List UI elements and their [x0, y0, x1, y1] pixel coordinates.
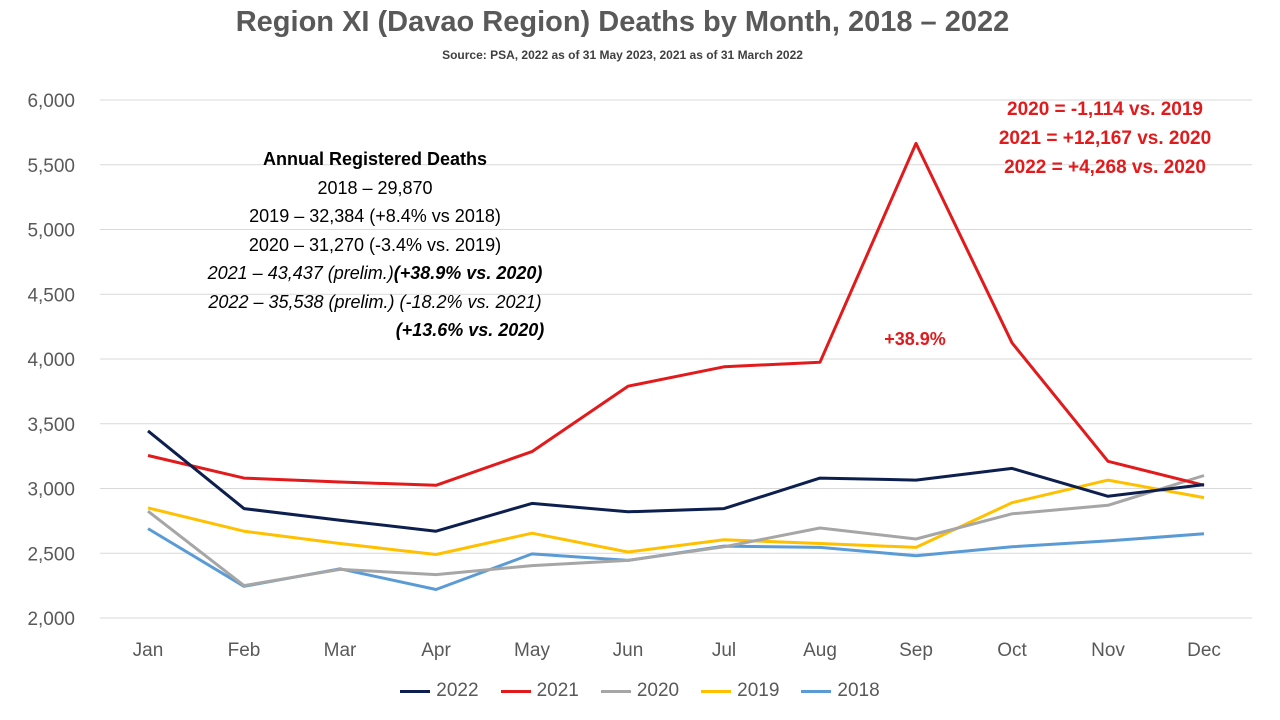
- legend: 2022 2021 2020 2019 2018: [0, 680, 1280, 702]
- x-tick-label: Mar: [324, 640, 357, 661]
- change-summary: 2020 = -1,114 vs. 2019 2021 = +12,167 vs…: [955, 95, 1255, 182]
- legend-item-2022: 2022: [400, 680, 479, 702]
- annotation-line-2021: 2021 – 43,437 (prelim.)(+38.9% vs. 2020): [140, 259, 610, 288]
- x-tick-label: Oct: [997, 640, 1027, 661]
- annotation-line-2022: 2022 – 35,538 (prelim.) (-18.2% vs. 2021…: [208, 291, 542, 312]
- x-tick-label: Dec: [1187, 640, 1221, 661]
- chart-title: Region XI (Davao Region) Deaths by Month…: [235, 6, 1010, 38]
- annotation-2021-value: 2021 – 43,437 (prelim.): [207, 263, 394, 283]
- x-tick-label: May: [514, 640, 550, 661]
- y-tick-label: 6,000: [27, 91, 75, 112]
- annotation-line-2020: 2020 – 31,270 (-3.4% vs. 2019): [248, 234, 502, 255]
- x-tick-label: Jul: [712, 640, 736, 661]
- annotation-2021-change: (+38.9% vs. 2020): [393, 263, 543, 283]
- line-chart: 2,000 2,500 3,000 3,500 4,000 4,500 5,000 5,500…: [27, 91, 1252, 661]
- annual-deaths-annotation: Annual Registered Deaths 2018 – 29,870 2…: [140, 145, 610, 345]
- x-tick-label: Nov: [1091, 640, 1125, 661]
- legend-item-2021: 2021: [500, 680, 579, 702]
- x-tick-label: Sep: [899, 640, 933, 661]
- annotation-header: Annual Registered Deaths: [262, 149, 488, 169]
- legend-label: 2022: [436, 680, 479, 701]
- legend-swatch: [801, 689, 832, 693]
- x-tick-label: Feb: [228, 640, 261, 661]
- annotation-line-2019: 2019 – 32,384 (+8.4% vs 2018): [249, 206, 501, 226]
- y-tick-label: 3,000: [27, 480, 75, 501]
- y-tick-label: 3,500: [27, 415, 75, 436]
- series-line-2022: [147, 429, 1205, 533]
- change-2020: 2020 = -1,114 vs. 2019: [1007, 99, 1203, 120]
- x-axis-labels: Jan Feb Mar Apr May Jun Jul Aug Sep Oct Nov Dec: [133, 640, 1221, 661]
- gridlines: [100, 99, 1252, 619]
- y-tick-label: 5,000: [27, 221, 75, 242]
- legend-item-2018: 2018: [801, 680, 880, 702]
- x-tick-label: Jun: [613, 640, 644, 661]
- peak-label: +38.9%: [884, 329, 946, 349]
- y-tick-label: 4,500: [27, 285, 75, 306]
- legend-label: 2021: [536, 680, 579, 701]
- legend-swatch: [600, 689, 631, 693]
- y-tick-label: 4,000: [27, 350, 75, 371]
- change-2022: 2022 = +4,268 vs. 2020: [1004, 157, 1206, 178]
- series-line-2019: [147, 478, 1205, 556]
- legend-label: 2018: [837, 680, 880, 701]
- series-lines: [147, 141, 1205, 591]
- legend-swatch: [701, 689, 732, 693]
- annotation-line-2022-vs-2020: (+13.6% vs. 2020): [395, 320, 545, 340]
- y-tick-label: 5,500: [27, 156, 75, 177]
- legend-swatch: [400, 689, 431, 693]
- x-tick-label: Jan: [133, 640, 164, 661]
- y-tick-label: 2,000: [27, 609, 75, 630]
- legend-swatch: [500, 689, 531, 693]
- chart-subtitle: Source: PSA, 2022 as of 31 May 2023, 202…: [442, 48, 803, 62]
- series-line-2020: [147, 474, 1205, 588]
- y-axis-labels: 2,000 2,500 3,000 3,500 4,000 4,500 5,000 5,500…: [27, 91, 75, 630]
- series-line-2021: [147, 141, 1205, 487]
- annotation-line-2018: 2018 – 29,870: [317, 177, 433, 198]
- change-2021: 2021 = +12,167 vs. 2020: [998, 128, 1212, 149]
- y-tick-label: 2,500: [27, 544, 75, 565]
- legend-label: 2020: [636, 680, 680, 701]
- legend-label: 2019: [737, 680, 780, 701]
- x-tick-label: Apr: [421, 640, 451, 661]
- legend-item-2020: 2020: [600, 680, 680, 702]
- x-tick-label: Aug: [803, 640, 837, 661]
- legend-item-2019: 2019: [701, 680, 779, 702]
